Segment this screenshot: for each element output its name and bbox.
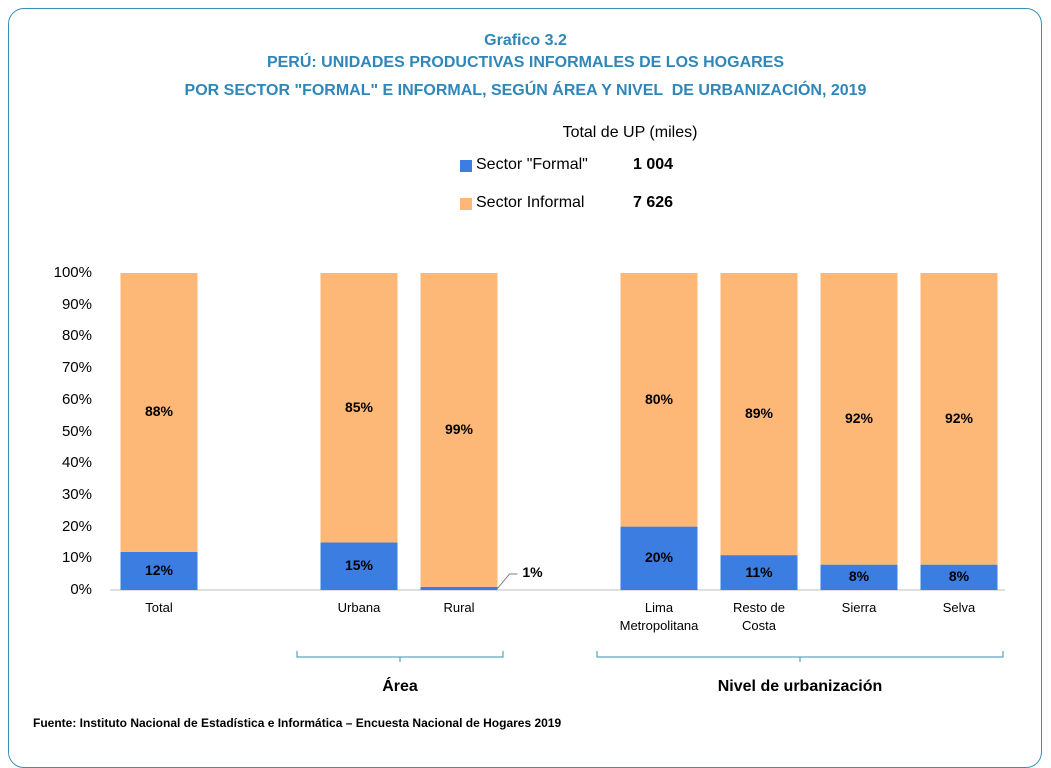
bar-segment [420,273,498,587]
bar-segment [920,273,998,565]
bar-segment [720,273,798,556]
legend-total: 1 004 [633,156,674,173]
value-label: 12% [144,561,174,578]
value-label: 92% [844,409,874,426]
chart-title: POR SECTOR "FORMAL" E INFORMAL, SEGÚN ÁR… [184,82,867,99]
legend-swatch [460,198,472,210]
x-tick-label: Selva [942,600,976,615]
value-label: 80% [644,390,674,407]
value-label: 85% [344,398,374,415]
y-tick-label: 50% [61,422,92,440]
x-tick-label: Resto de Costa [732,600,786,633]
bar-segment [820,564,898,590]
bar-segment [120,273,198,552]
bar-segment [120,551,198,590]
bar-segment [320,542,398,590]
bar-segment [920,564,998,590]
group-label: Nivel de urbanización [717,678,883,695]
bar-segment [620,273,698,527]
y-tick-label: 80% [61,327,92,345]
value-label: 8% [848,568,870,585]
value-label: 89% [744,405,774,422]
y-tick-label: 60% [61,390,92,408]
x-tick-label: Urbana [337,600,381,615]
source: Fuente: Instituto Nacional de Estadístic… [33,716,562,730]
group-bracket [596,651,1004,662]
value-label: 15% [344,557,374,574]
bar-segment [420,586,498,590]
y-tick-label: 20% [61,517,92,535]
legend-total: 7 626 [633,194,674,211]
bar-segment [320,273,398,543]
value-label: 8% [948,568,970,585]
x-tick-label: Sierra [841,600,877,615]
group-bracket [296,651,504,662]
value-label: 99% [444,420,474,437]
plot [110,160,1005,662]
y-tick-label: 90% [61,295,92,313]
chart-title: PERÚ: UNIDADES PRODUCTIVAS INFORMALES DE… [266,54,785,71]
chart-label: Grafico 3.2 [484,32,567,49]
legend-label: Sector "Formal" [476,156,588,173]
y-tick-label: 70% [61,359,92,377]
value-label: 11% [745,563,773,580]
y-tick-label: 100% [53,264,92,281]
page: Grafico 3.2 PERÚ: UNIDADES PRODUCTIVAS I… [8,8,1042,768]
value-label: 1% [522,564,543,580]
x-tick-label: Rural [443,600,475,615]
legend-swatch [460,160,472,172]
x-tick-label: Lima Metropolitana [619,600,699,633]
bar-segment [720,555,798,590]
x-tick-label: Total [145,600,173,615]
legend-title: Total de UP (miles) [562,124,698,141]
value-label: 20% [644,549,674,566]
bar-segment [620,526,698,590]
y-tick-label: 40% [61,454,92,472]
group-label: Área [382,678,418,695]
value-label: 92% [944,409,974,426]
legend-label: Sector Informal [476,194,585,211]
leader-line [497,573,518,589]
y-tick-label: 0% [70,581,92,598]
y-tick-label: 30% [61,485,92,503]
y-tick-label: 10% [61,549,92,567]
bar-segment [820,273,898,565]
value-label: 88% [144,403,174,420]
